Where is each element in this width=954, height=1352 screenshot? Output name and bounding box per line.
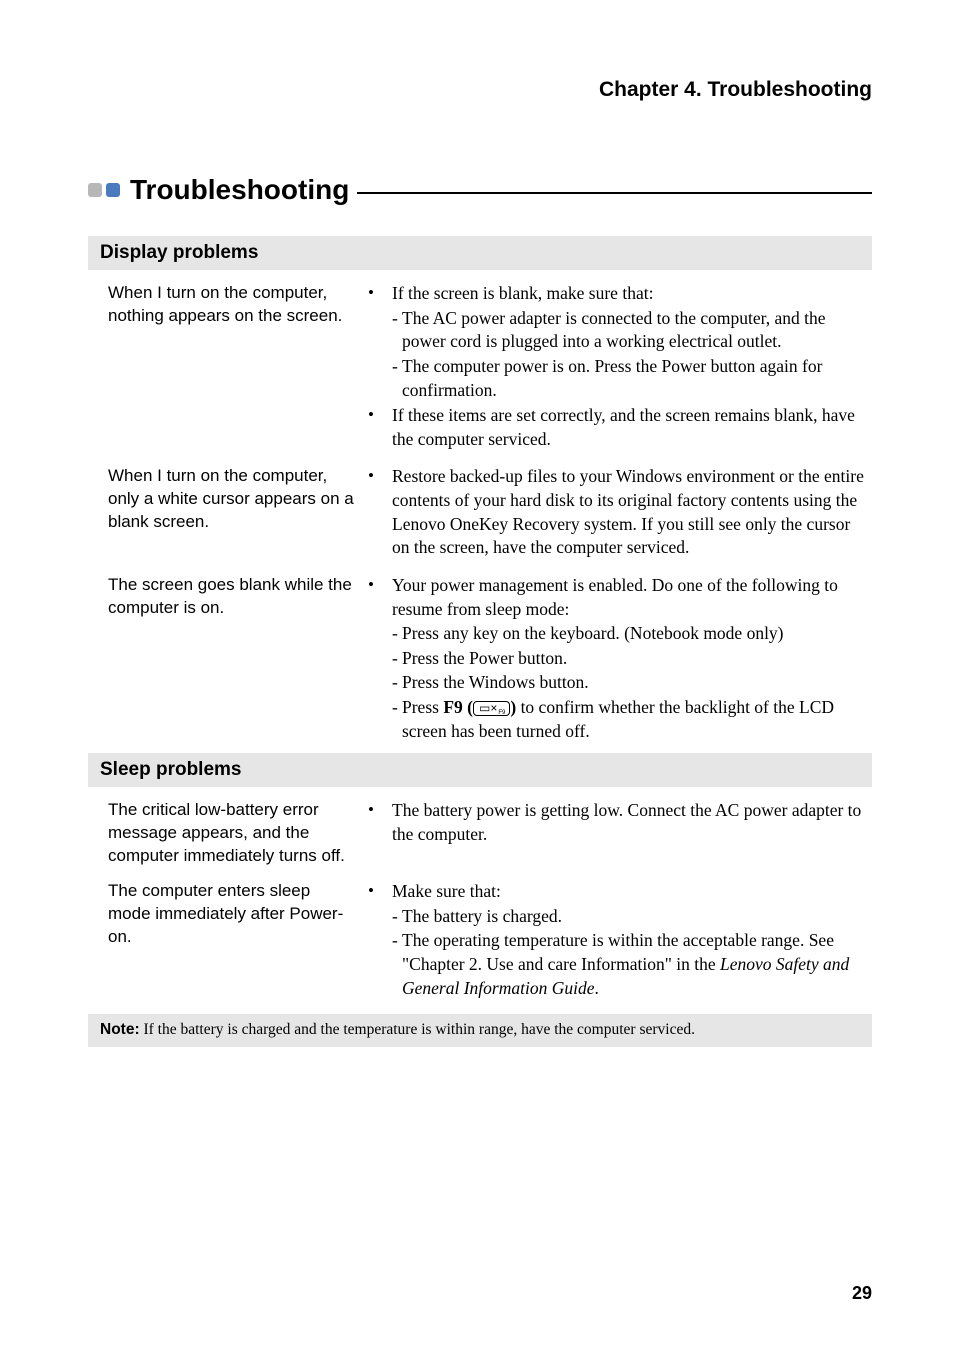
- bullet: •: [368, 404, 382, 451]
- qa-row: The critical low-battery error message a…: [88, 795, 872, 876]
- answer: • Make sure that: -The battery is charge…: [368, 880, 872, 1002]
- note-text: If the battery is charged and the temper…: [140, 1021, 695, 1038]
- note-label: Note:: [100, 1021, 140, 1038]
- dash: -: [392, 647, 402, 671]
- answer-text: The battery power is getting low. Connec…: [392, 799, 872, 846]
- sub-text: The operating temperature is within the …: [402, 929, 872, 1000]
- bullet: •: [368, 799, 382, 846]
- note-row: Note: If the battery is charged and the …: [88, 1014, 872, 1047]
- sub-text: Press F9 (▭×F9) to confirm whether the b…: [402, 696, 872, 743]
- sub-text: Press the Windows button.: [402, 671, 872, 695]
- answer: • The battery power is getting low. Conn…: [368, 799, 872, 868]
- bullet: •: [368, 282, 382, 402]
- sub-text: The computer power is on. Press the Powe…: [402, 355, 872, 402]
- answer-lead: Make sure that:: [392, 881, 501, 901]
- answer: • If the screen is blank, make sure that…: [368, 282, 872, 453]
- answer-text: If these items are set correctly, and th…: [392, 404, 872, 451]
- dash: -: [392, 355, 402, 402]
- question: The computer enters sleep mode immediate…: [108, 880, 356, 1002]
- display-problems-heading: Display problems: [88, 236, 872, 270]
- sub-text: Press any key on the keyboard. (Notebook…: [402, 622, 872, 646]
- bullet: •: [368, 574, 382, 743]
- section-title: Troubleshooting: [130, 174, 349, 206]
- f9-key-icon: ▭×F9: [473, 701, 510, 716]
- sleep-problems-heading: Sleep problems: [88, 753, 872, 787]
- answer-lead: If the screen is blank, make sure that:: [392, 283, 653, 303]
- sub-text: The AC power adapter is connected to the…: [402, 307, 872, 354]
- question: The screen goes blank while the computer…: [108, 574, 356, 745]
- question: When I turn on the computer, nothing app…: [108, 282, 356, 453]
- qa-row: When I turn on the computer, only a whit…: [88, 461, 872, 570]
- dash: -: [392, 929, 402, 1000]
- question: When I turn on the computer, only a whit…: [108, 465, 356, 562]
- title-rule: [357, 192, 872, 194]
- bullet: •: [368, 465, 382, 560]
- answer: • Your power management is enabled. Do o…: [368, 574, 872, 745]
- bullet-gray: [88, 183, 102, 197]
- section-bullets: [88, 183, 120, 197]
- section-title-row: Troubleshooting: [88, 174, 872, 206]
- chapter-header: Chapter 4. Troubleshooting: [88, 78, 872, 102]
- bullet-blue: [106, 183, 120, 197]
- dash: -: [392, 905, 402, 929]
- dash: -: [392, 696, 402, 743]
- bullet: •: [368, 880, 382, 1000]
- dash: -: [392, 671, 402, 695]
- qa-row: The computer enters sleep mode immediate…: [88, 876, 872, 1010]
- question: The critical low-battery error message a…: [108, 799, 356, 868]
- answer-text: Restore backed-up files to your Windows …: [392, 465, 872, 560]
- page-number: 29: [852, 1283, 872, 1304]
- qa-row: The screen goes blank while the computer…: [88, 570, 872, 753]
- sub-text: Press the Power button.: [402, 647, 872, 671]
- answer-lead: Your power management is enabled. Do one…: [392, 575, 838, 619]
- dash: -: [392, 307, 402, 354]
- dash: -: [392, 622, 402, 646]
- sub-text: The battery is charged.: [402, 905, 872, 929]
- answer: • Restore backed-up files to your Window…: [368, 465, 872, 562]
- qa-row: When I turn on the computer, nothing app…: [88, 278, 872, 461]
